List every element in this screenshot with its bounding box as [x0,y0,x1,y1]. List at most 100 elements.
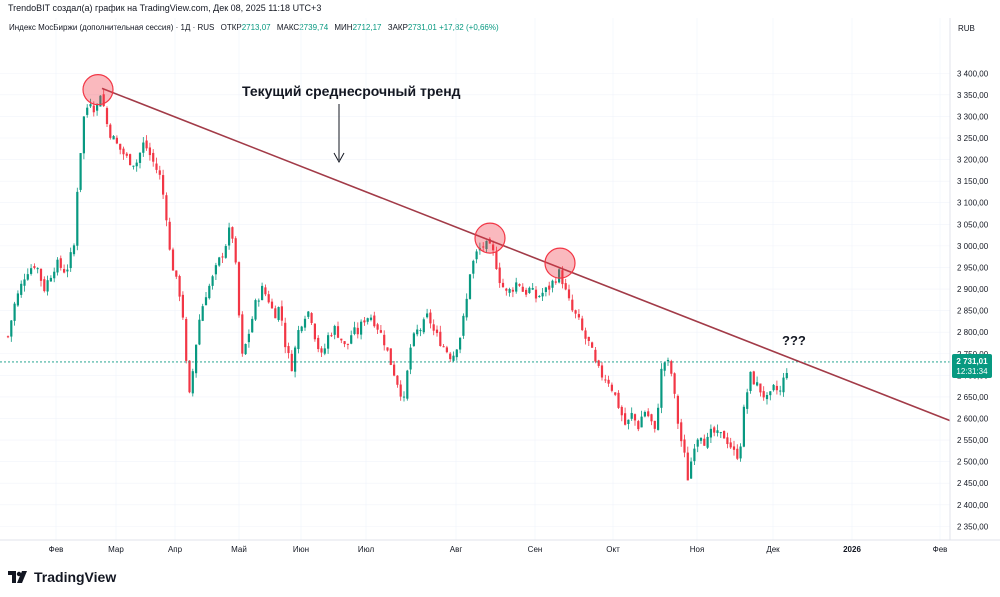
time-tick-label: 2026 [843,545,861,554]
candle-body [280,306,283,321]
time-tick-label: Фев [49,545,64,554]
candle-body [505,288,508,291]
time-axis[interactable]: Фев Мар Апр Май Июн Июл Авг Сен Окт Ноя Дек 2026 Фев [49,545,948,554]
candle-body [640,416,643,428]
price-tick-label: 2 550,00 [957,436,989,445]
candle-body [43,279,46,292]
price-tick-label: 3 300,00 [957,112,989,121]
price-tick-label: 2 450,00 [957,479,989,488]
candle-body [178,276,181,297]
candle-body [713,427,716,433]
candle-body [468,274,472,299]
candle-body [92,105,95,113]
candle-body [188,360,191,393]
candle-body [785,372,788,379]
time-tick-label: Сен [528,545,543,554]
candle-body [228,227,231,246]
symbol-name[interactable]: Индекс МосБиржи (дополнительная сессия) … [9,23,215,32]
candle-body [419,330,422,332]
candle-body [66,269,69,272]
candle-body [389,348,392,365]
candle-body [706,436,709,448]
question-label[interactable]: ??? [782,333,806,348]
candle-body [148,147,151,156]
price-badge: 2 731,01 12:31:34 [952,354,992,378]
candle-body [320,348,323,353]
time-tick-label: Май [231,545,247,554]
time-tick-label: Мар [108,545,124,554]
candle-body [624,413,627,425]
price-tick-label: 2 850,00 [957,307,989,316]
candle-body [620,406,623,416]
candle-body [610,384,613,391]
candle-body [155,163,158,170]
candle-body [363,320,366,323]
candle-body [214,265,217,275]
candle-body [353,327,356,334]
candle-body [376,324,379,330]
candle-body [39,268,43,281]
candle-body [544,287,547,292]
price-tick-label: 3 100,00 [957,199,989,208]
candle-body [333,325,336,335]
candle-body [201,306,204,321]
candle-body [699,438,703,441]
price-tick-label: 3 250,00 [957,134,989,143]
currency-label[interactable]: RUB [958,24,975,33]
candle-body [511,289,514,292]
price-badge-value: 2 731,01 [956,357,988,366]
candle-body [234,238,237,263]
candle-body [72,245,76,255]
trend-line[interactable] [101,87,951,422]
candle-body [521,286,524,292]
candle-body [218,257,221,266]
candle-body [267,294,270,303]
time-tick-label: Окт [606,545,620,554]
change-value: +17,82 (+0,66%) [439,23,499,32]
candle-body [386,347,389,351]
candle-body [63,269,66,273]
candle-body [591,342,594,348]
candle-body [409,347,412,370]
candle-body [614,392,617,395]
time-tick-label: Дек [766,545,780,554]
candle-body [23,279,26,286]
candle-body [383,334,386,346]
open-value: 2713,07 [241,23,271,32]
candle-body [244,343,247,355]
candle-body [551,280,554,288]
candle-body [683,439,686,453]
candle-body [660,368,663,408]
candle-body [482,246,485,248]
candle-body [643,412,646,417]
tradingview-logo-icon [8,571,30,583]
candle-body [6,336,10,338]
candle-body [525,289,528,295]
tradingview-logo[interactable]: TradingView [8,569,116,585]
candle-body [617,392,620,408]
candle-body [89,104,92,107]
candle-body [752,371,755,385]
price-badge-box [952,354,992,378]
candle-body [574,310,577,314]
candle-body [261,285,264,301]
price-tick-label: 3 000,00 [957,242,989,251]
candle-body [647,411,650,417]
candle-body [373,315,376,327]
trend-label[interactable]: Текущий среднесрочный тренд [242,83,461,99]
candle-body [650,414,653,422]
candle-body [686,452,689,481]
candle-body [485,240,488,250]
candle-body [769,391,772,396]
candle-body [10,320,13,337]
candle-body [567,289,571,299]
candle-body [465,298,468,318]
candle-body [561,270,564,285]
candle-body [257,300,260,302]
candle-body [495,251,498,270]
price-axis[interactable]: 3 400,00 3 350,00 3 300,00 3 250,00 3 200,00… [957,69,989,531]
candle-body [307,311,310,317]
candle-body [20,283,23,295]
candle-body [581,318,584,331]
